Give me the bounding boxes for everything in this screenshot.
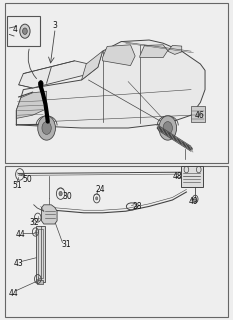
Text: 32: 32	[29, 218, 39, 227]
Text: 43: 43	[14, 259, 24, 268]
Text: 44: 44	[9, 289, 19, 298]
Text: 50: 50	[22, 175, 32, 184]
Text: 28: 28	[133, 202, 142, 211]
Bar	[181, 166, 203, 187]
Text: 31: 31	[62, 240, 71, 249]
Polygon shape	[103, 45, 135, 66]
Circle shape	[20, 24, 30, 38]
Bar	[191, 106, 205, 122]
Polygon shape	[19, 61, 89, 88]
Text: 48: 48	[172, 172, 182, 181]
Circle shape	[38, 81, 43, 87]
Polygon shape	[41, 205, 57, 224]
Bar	[36, 226, 45, 282]
Bar	[38, 229, 43, 278]
Polygon shape	[168, 45, 182, 54]
Text: 30: 30	[63, 192, 72, 201]
Text: 46: 46	[194, 111, 204, 120]
Circle shape	[159, 116, 177, 140]
Text: 49: 49	[188, 197, 198, 206]
Polygon shape	[82, 51, 103, 80]
Polygon shape	[140, 45, 168, 58]
Circle shape	[96, 197, 98, 200]
Bar	[5, 166, 228, 317]
Text: 44: 44	[16, 230, 26, 239]
Text: 3: 3	[52, 21, 57, 30]
Circle shape	[59, 191, 62, 196]
Polygon shape	[16, 40, 205, 128]
Circle shape	[38, 116, 55, 140]
Bar	[37, 280, 43, 284]
Text: 4: 4	[13, 25, 17, 34]
Bar	[7, 16, 40, 46]
Bar	[5, 3, 228, 163]
Polygon shape	[16, 91, 47, 118]
Text: 51: 51	[12, 181, 22, 190]
Circle shape	[23, 28, 27, 35]
Text: 24: 24	[95, 185, 105, 194]
Circle shape	[42, 122, 51, 134]
Circle shape	[163, 122, 172, 134]
